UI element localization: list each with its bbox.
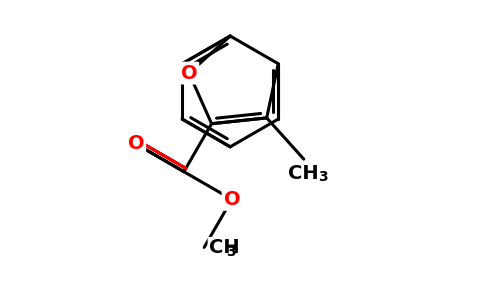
Text: O: O [128, 134, 144, 154]
Text: CH: CH [209, 238, 239, 257]
Text: O: O [224, 190, 240, 209]
Text: 3: 3 [318, 170, 328, 184]
Text: CH: CH [288, 164, 319, 182]
Text: O: O [181, 64, 197, 83]
Text: 3: 3 [227, 245, 236, 259]
